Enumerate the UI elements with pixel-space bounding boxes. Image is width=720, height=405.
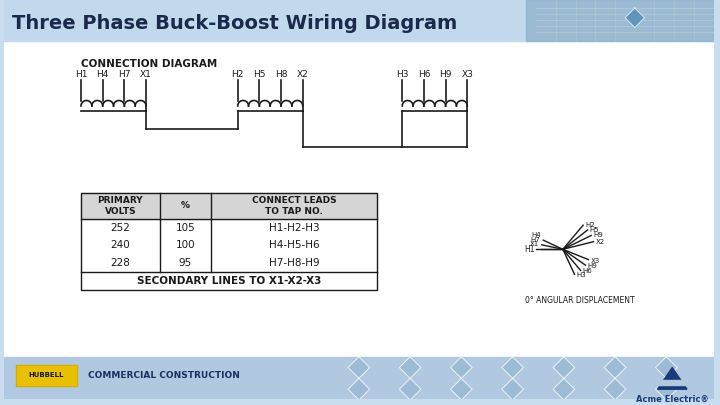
Text: H1: H1 xyxy=(523,245,534,254)
Text: H4: H4 xyxy=(531,232,541,238)
Text: H4-H5-H6: H4-H5-H6 xyxy=(269,240,319,250)
Text: 100: 100 xyxy=(176,240,195,250)
Text: PRIMARY
VOLTS: PRIMARY VOLTS xyxy=(98,196,143,215)
Polygon shape xyxy=(553,378,575,400)
Text: SECONDARY LINES TO X1-X2-X3: SECONDARY LINES TO X1-X2-X3 xyxy=(137,276,321,286)
Text: COMMERCIAL CONSTRUCTION: COMMERCIAL CONSTRUCTION xyxy=(88,371,240,380)
Text: H7-H8-H9: H7-H8-H9 xyxy=(269,258,319,268)
Polygon shape xyxy=(400,378,421,400)
Polygon shape xyxy=(625,8,644,28)
Text: H3: H3 xyxy=(577,272,586,278)
Text: H1-H2-H3: H1-H2-H3 xyxy=(269,223,319,232)
Text: CONNECTION DIAGRAM: CONNECTION DIAGRAM xyxy=(81,59,217,69)
Polygon shape xyxy=(400,357,421,378)
Text: X1: X1 xyxy=(530,241,539,247)
Bar xyxy=(4,0,714,41)
Text: X3: X3 xyxy=(590,258,600,264)
Text: X2: X2 xyxy=(297,70,309,79)
Polygon shape xyxy=(604,357,626,378)
Polygon shape xyxy=(348,357,370,378)
Text: 95: 95 xyxy=(179,258,192,268)
Polygon shape xyxy=(451,378,472,400)
Text: Acme Electric®: Acme Electric® xyxy=(636,395,708,404)
Polygon shape xyxy=(657,368,687,389)
Polygon shape xyxy=(655,357,678,378)
Polygon shape xyxy=(451,357,472,378)
Text: H2: H2 xyxy=(585,222,595,228)
Bar xyxy=(17,366,76,385)
Bar xyxy=(81,193,377,290)
Text: H2: H2 xyxy=(232,70,244,79)
Text: Three Phase Buck-Boost Wiring Diagram: Three Phase Buck-Boost Wiring Diagram xyxy=(12,14,457,33)
Text: H8: H8 xyxy=(275,70,287,79)
Text: H6: H6 xyxy=(418,70,430,79)
Bar xyxy=(81,193,377,219)
Text: X1: X1 xyxy=(140,70,152,79)
Text: H4: H4 xyxy=(96,70,109,79)
Text: X3: X3 xyxy=(462,70,473,79)
Bar xyxy=(16,364,77,386)
Bar xyxy=(4,357,714,399)
Text: H1: H1 xyxy=(75,70,87,79)
Text: H9: H9 xyxy=(439,70,452,79)
Text: 228: 228 xyxy=(110,258,130,268)
Text: H3: H3 xyxy=(396,70,408,79)
Text: H6: H6 xyxy=(582,269,593,275)
Polygon shape xyxy=(502,378,523,400)
Text: X2: X2 xyxy=(595,239,605,245)
Text: H9: H9 xyxy=(593,232,603,239)
Text: 0° ANGULAR DISPLACEMENT: 0° ANGULAR DISPLACEMENT xyxy=(526,296,635,305)
Text: H5: H5 xyxy=(590,227,599,233)
Text: H7: H7 xyxy=(118,70,130,79)
Text: 240: 240 xyxy=(111,240,130,250)
Text: %: % xyxy=(181,201,190,211)
Polygon shape xyxy=(553,357,575,378)
Text: HUBBELL: HUBBELL xyxy=(29,373,64,378)
Text: 252: 252 xyxy=(110,223,130,232)
Text: H7: H7 xyxy=(530,237,540,243)
Polygon shape xyxy=(348,378,370,400)
Polygon shape xyxy=(604,378,626,400)
Text: H9: H9 xyxy=(588,263,597,269)
Text: 105: 105 xyxy=(176,223,195,232)
Polygon shape xyxy=(655,378,678,400)
Text: CONNECT LEADS
TO TAP NO.: CONNECT LEADS TO TAP NO. xyxy=(251,196,336,215)
Bar xyxy=(526,0,714,41)
Polygon shape xyxy=(502,357,523,378)
Text: H5: H5 xyxy=(253,70,266,79)
Bar xyxy=(657,380,687,385)
